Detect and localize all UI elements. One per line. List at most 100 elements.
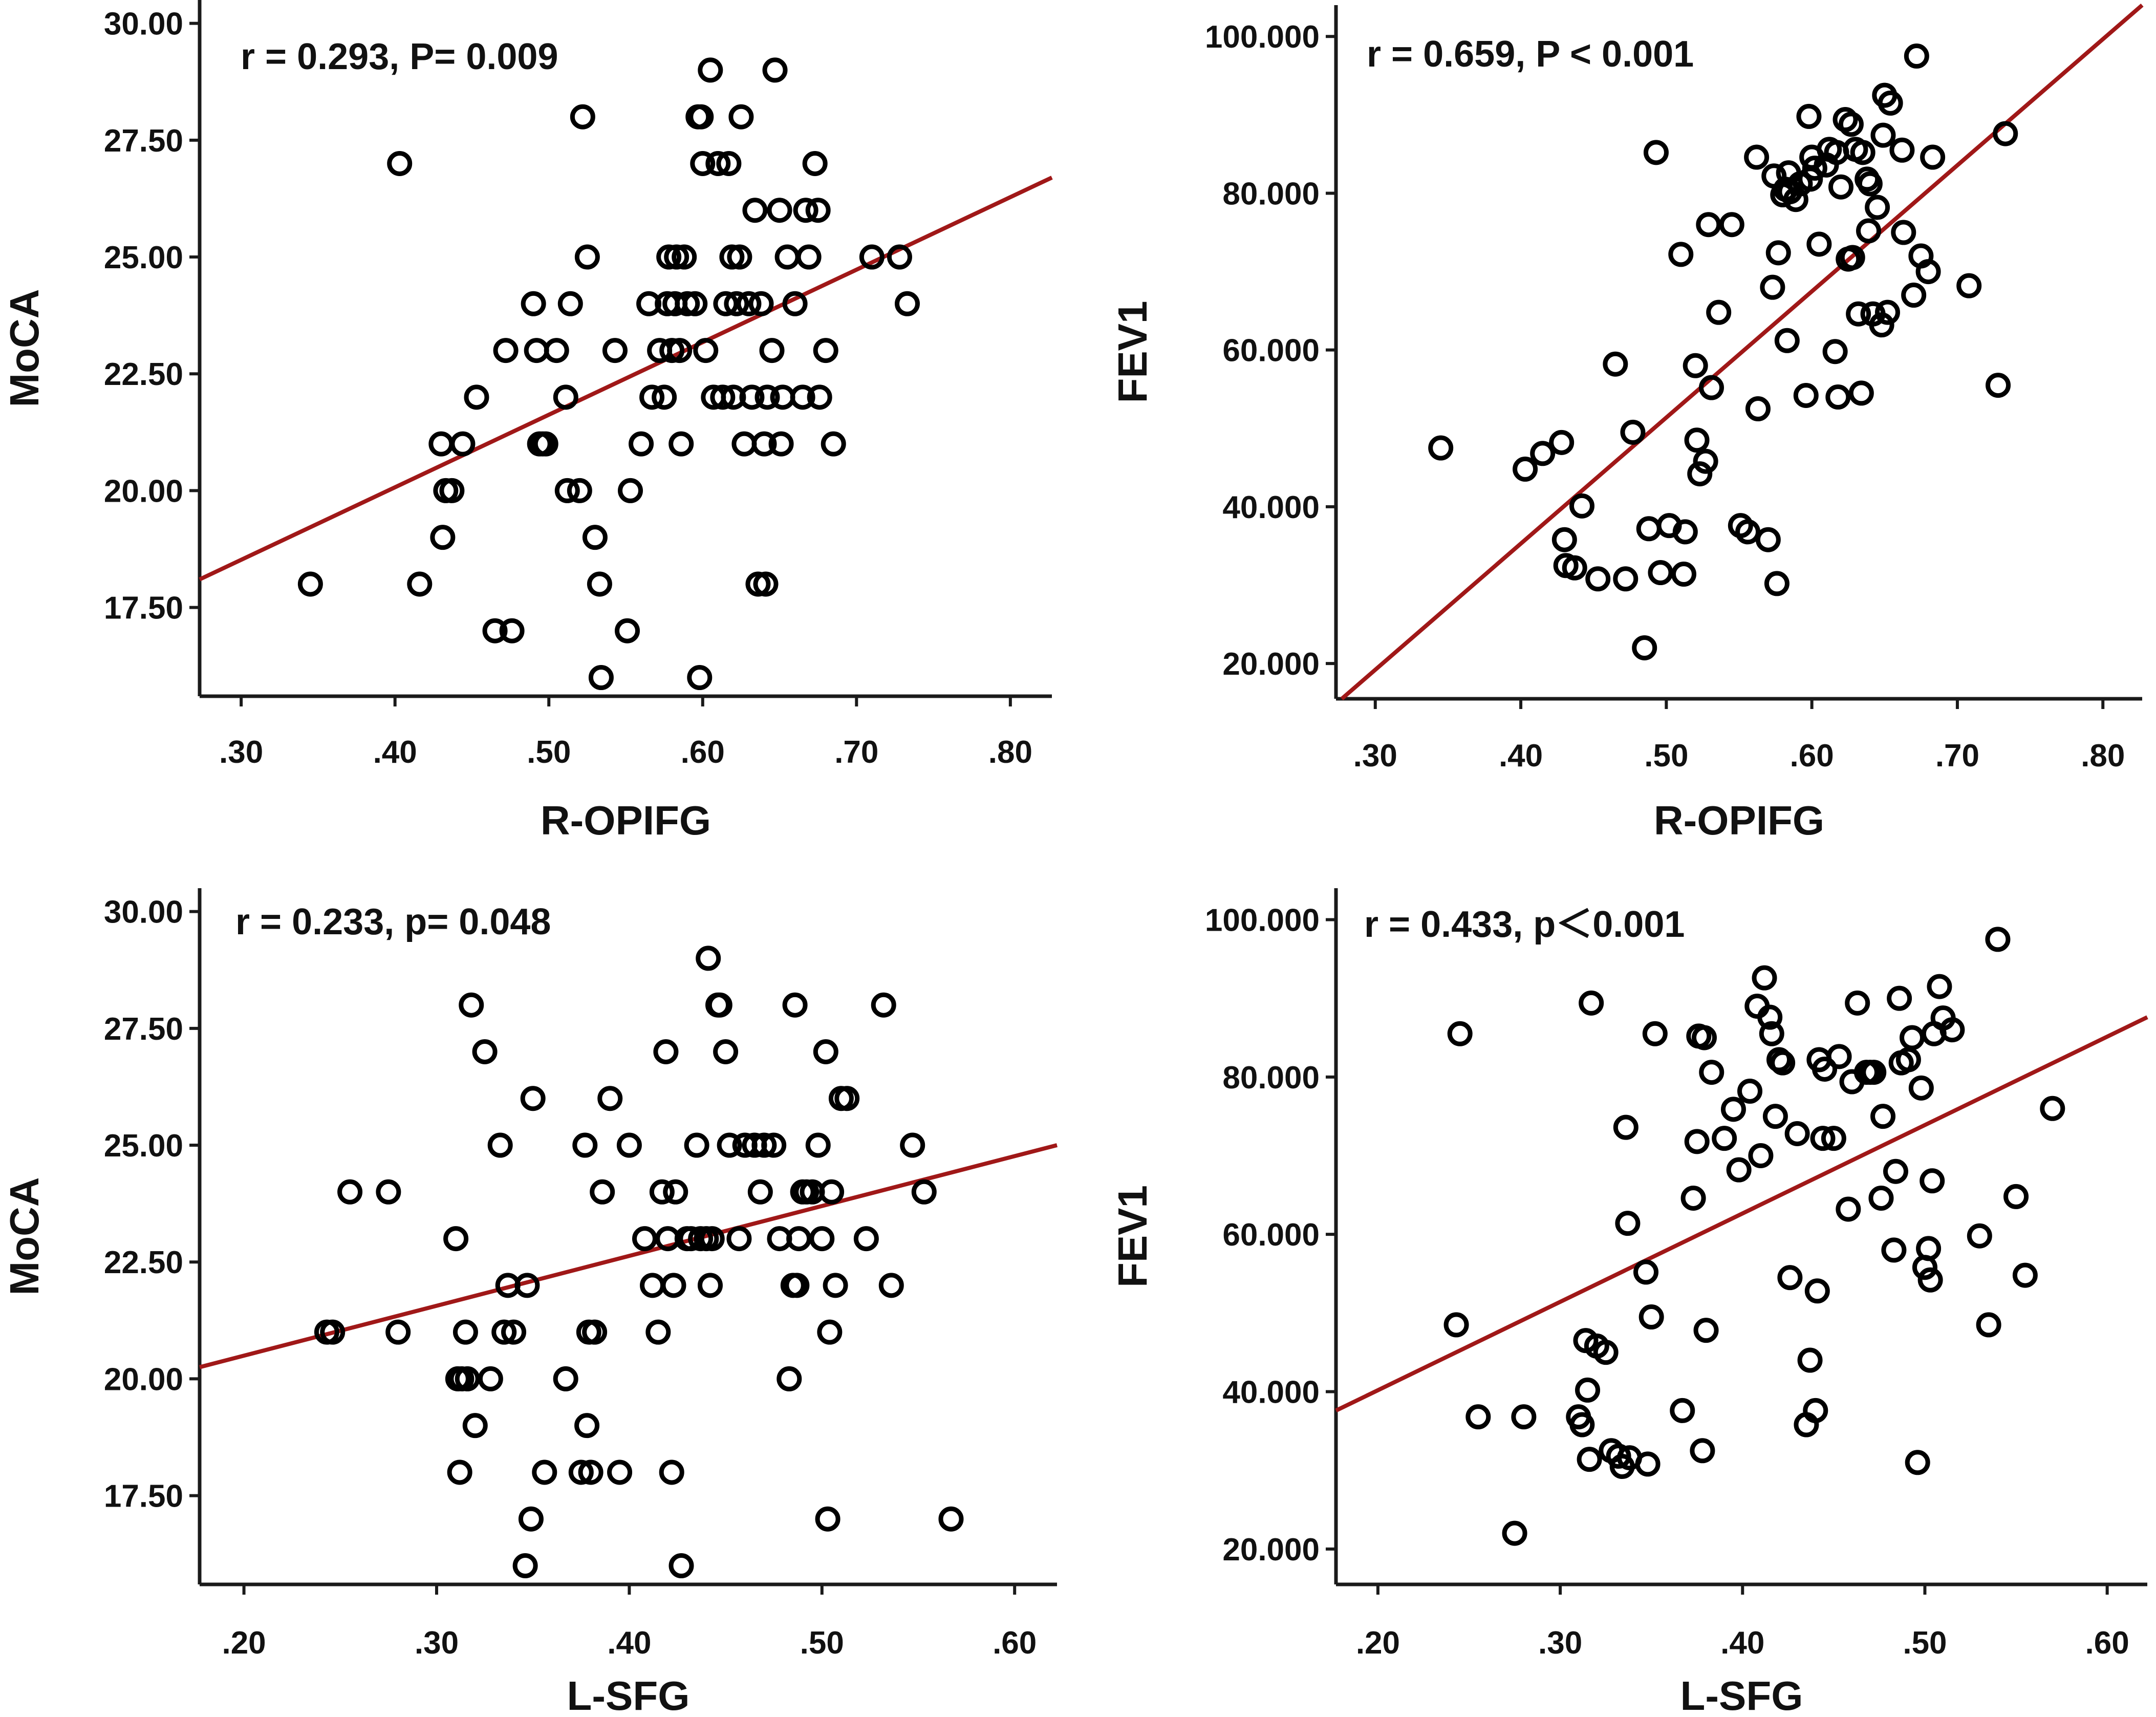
regression-line — [1340, 3, 2144, 701]
data-point — [616, 1132, 642, 1158]
data-point — [759, 338, 785, 363]
data-point — [533, 431, 558, 457]
data-point — [1846, 301, 1871, 327]
data-point — [1856, 218, 1882, 244]
data-point — [1821, 1126, 1846, 1151]
data-point — [1904, 44, 1929, 69]
data-point — [878, 1273, 904, 1298]
data-point — [1513, 456, 1538, 482]
data-point — [911, 1179, 937, 1205]
x-tick-label: .60 — [993, 1625, 1037, 1661]
y-tick-label: 25.00 — [104, 1128, 183, 1164]
data-point — [653, 1039, 679, 1064]
data-point — [632, 1226, 657, 1252]
data-point — [1939, 1017, 1965, 1043]
data-point — [900, 1132, 925, 1158]
data-point — [487, 1132, 513, 1158]
y-tick-label: 22.50 — [104, 357, 183, 392]
data-point — [385, 1319, 411, 1345]
data-point — [1577, 1447, 1602, 1472]
annotation-stats: r = 0.659, P < 0.001 — [1367, 34, 1694, 75]
data-point — [693, 338, 719, 363]
data-point — [582, 525, 608, 550]
data-point — [1810, 1126, 1836, 1151]
data-point — [1443, 1312, 1469, 1338]
data-point — [482, 618, 508, 643]
data-point — [669, 431, 694, 457]
data-point — [1633, 1259, 1659, 1285]
data-point — [796, 244, 822, 270]
x-tick-label: .70 — [1935, 738, 1979, 774]
data-point — [871, 992, 896, 1018]
data-point — [602, 338, 628, 363]
data-point — [748, 291, 774, 316]
data-point — [751, 431, 777, 457]
data-point — [1668, 242, 1694, 267]
y-tick-label: 20.000 — [1222, 647, 1320, 682]
data-point — [320, 1319, 346, 1345]
data-point — [1774, 328, 1800, 353]
data-point — [813, 338, 838, 363]
data-point — [1699, 1060, 1724, 1085]
data-point — [1920, 1168, 1945, 1194]
data-point — [1575, 1377, 1601, 1403]
data-point — [652, 384, 677, 410]
data-point — [705, 151, 731, 176]
data-point — [1845, 990, 1870, 1016]
data-point — [1915, 259, 1941, 285]
y-axis-title: MoCA — [2, 1177, 47, 1295]
data-point — [659, 338, 685, 363]
data-point — [894, 291, 920, 316]
data-point — [1916, 1236, 1942, 1261]
data-point — [1838, 112, 1864, 137]
data-point — [532, 1460, 557, 1485]
data-point — [724, 291, 749, 316]
data-point — [1762, 1104, 1788, 1129]
data-point — [767, 198, 792, 223]
data-point — [1691, 1025, 1717, 1050]
x-tick-label: .50 — [1644, 738, 1688, 774]
x-tick-label: .60 — [2085, 1625, 2129, 1661]
data-point — [1840, 245, 1865, 270]
data-point — [727, 244, 752, 270]
data-point — [588, 664, 614, 690]
data-point — [1777, 1265, 1803, 1291]
data-point — [514, 1273, 540, 1298]
data-point — [1755, 527, 1781, 552]
data-point — [1891, 220, 1916, 245]
data-point — [1511, 1404, 1537, 1430]
data-point — [1770, 1050, 1796, 1076]
data-point — [762, 57, 788, 83]
data-point — [1706, 299, 1732, 325]
data-point — [1620, 419, 1646, 445]
data-point — [853, 1226, 879, 1252]
annotation-stats: r = 0.233, p= 0.048 — [235, 902, 551, 942]
data-point — [1737, 1078, 1763, 1104]
data-point — [1881, 1237, 1907, 1263]
data-point — [1698, 375, 1724, 400]
data-point — [1465, 1404, 1491, 1430]
data-point — [1603, 351, 1628, 377]
y-tick-label: 60.000 — [1222, 333, 1320, 369]
x-tick-label: .40 — [607, 1625, 651, 1661]
data-point — [1744, 144, 1770, 170]
data-point — [2040, 1096, 2065, 1121]
data-point — [618, 478, 643, 503]
data-point — [659, 1460, 684, 1485]
y-tick-label: 25.00 — [104, 240, 183, 275]
data-point — [1887, 985, 1912, 1011]
data-point — [1670, 1398, 1695, 1423]
y-tick-label: 80.000 — [1222, 1060, 1320, 1096]
data-point — [719, 244, 745, 270]
x-tick-label: .20 — [222, 1625, 266, 1661]
data-point — [1803, 1398, 1828, 1423]
data-point — [1985, 927, 2011, 952]
data-point — [768, 431, 794, 457]
data-point — [656, 244, 682, 270]
data-point — [478, 1366, 503, 1391]
data-point — [443, 1226, 469, 1252]
data-point — [1551, 527, 1577, 552]
x-tick-label: .30 — [415, 1625, 459, 1661]
